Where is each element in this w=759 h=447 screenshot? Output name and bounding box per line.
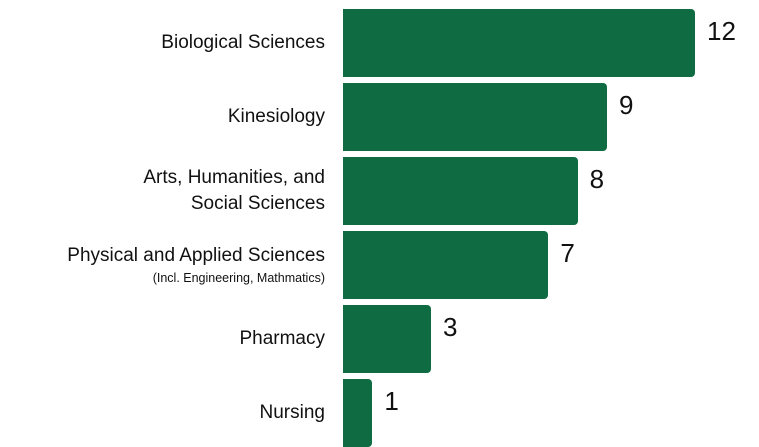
category-text: Nursing [259, 402, 325, 423]
category-text: Kinesiology [227, 106, 325, 127]
value-label: 7 [560, 238, 575, 268]
category-text: Pharmacy [239, 328, 325, 349]
category-text: Arts, Humanities, and Social Sciences [143, 167, 325, 214]
bar [343, 157, 578, 225]
bar [343, 231, 549, 299]
value-label: 3 [443, 312, 458, 342]
value-label: 9 [619, 90, 634, 120]
category-label: Biological Sciences [161, 30, 325, 56]
category-text: Biological Sciences [161, 32, 325, 53]
bar [343, 83, 607, 151]
category-label: Nursing [260, 400, 325, 426]
value-label: 1 [384, 386, 399, 416]
category-label: Kinesiology [228, 104, 325, 130]
bar [343, 305, 431, 373]
category-label: Pharmacy [239, 326, 325, 352]
bar [343, 379, 373, 447]
category-label: Arts, Humanities, and Social Sciences [143, 165, 325, 217]
category-label: Physical and Applied Sciences (Incl. Engi… [67, 243, 325, 287]
value-label: 12 [707, 16, 736, 46]
category-text: Physical and Applied Sciences [67, 245, 325, 266]
category-note: (Incl. Engineering, Mathmatics) [152, 271, 325, 285]
value-label: 8 [589, 164, 605, 194]
bar [343, 9, 695, 77]
